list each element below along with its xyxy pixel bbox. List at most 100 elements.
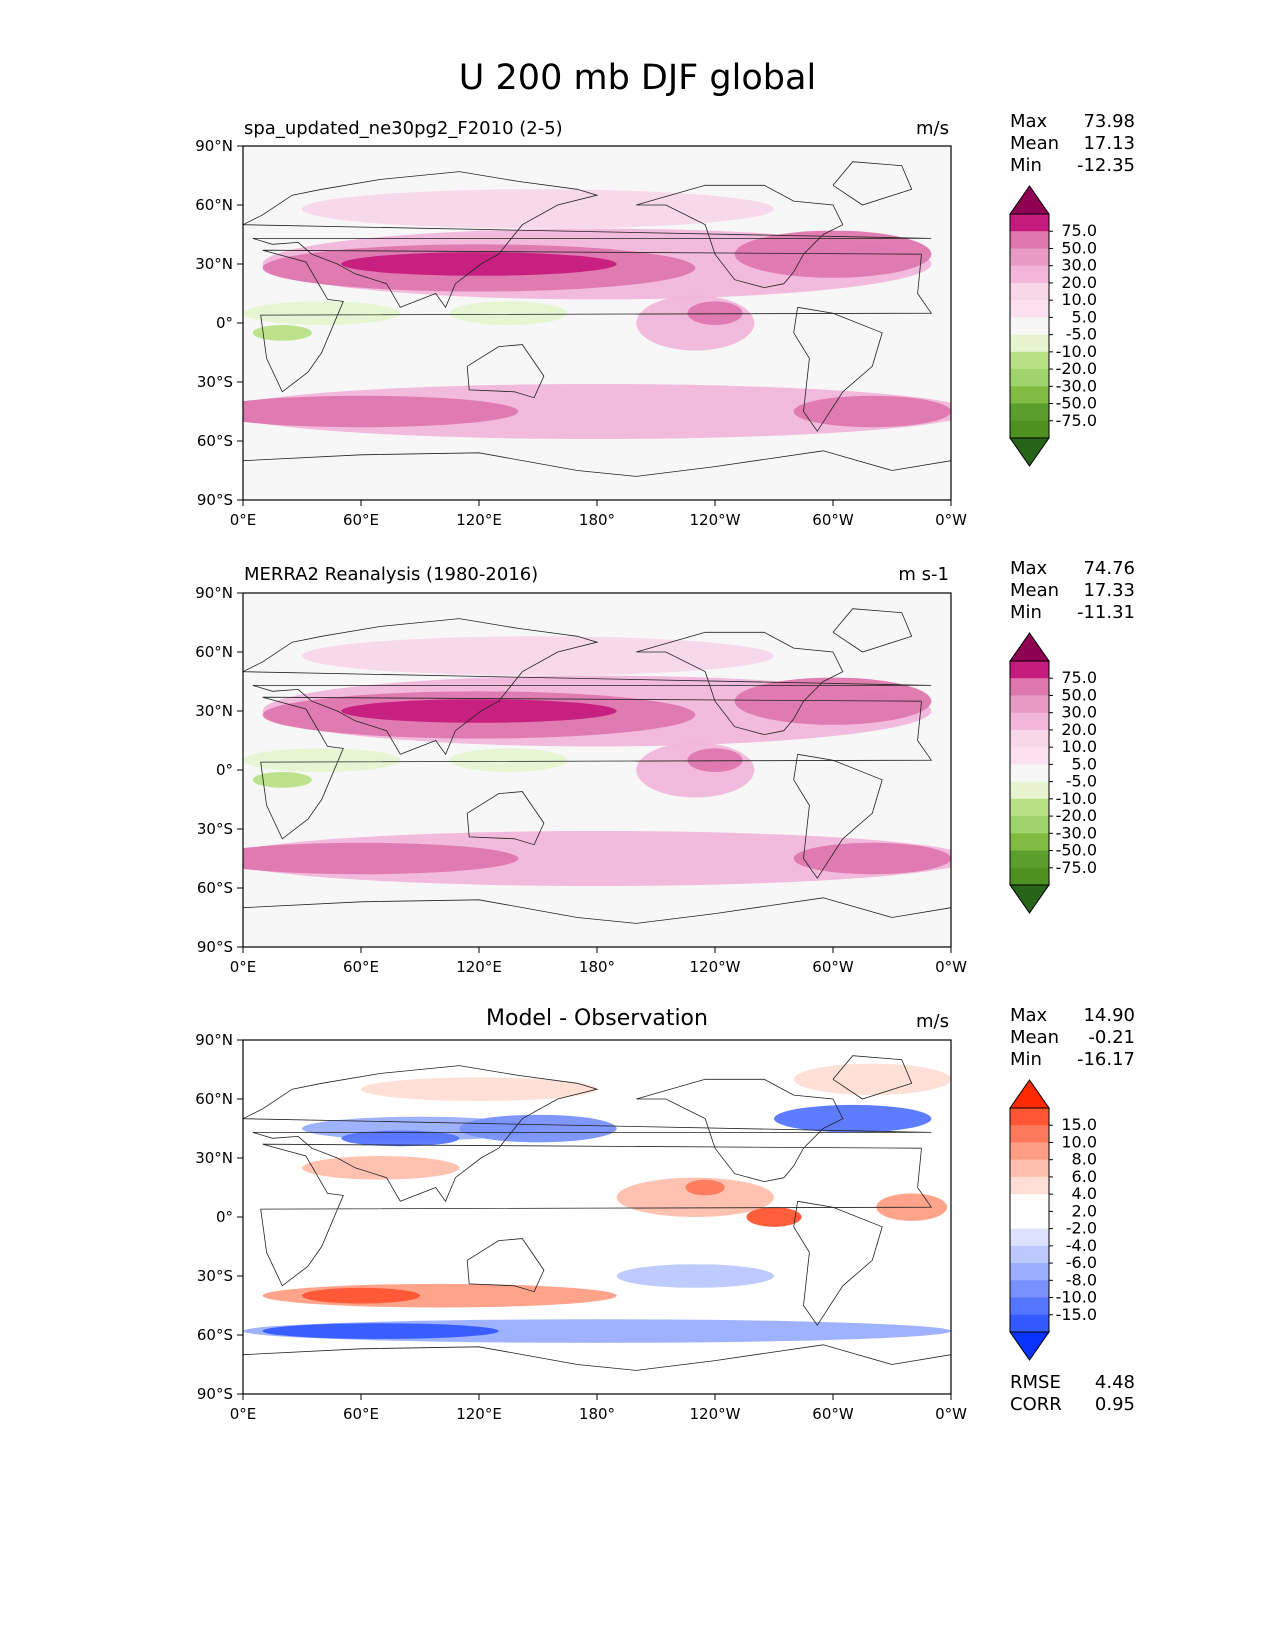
- x-tick-label: 120°W: [690, 1405, 741, 1423]
- colorbar-segment: [1010, 403, 1049, 422]
- colorbar-segment: [1010, 317, 1049, 336]
- colorbar-segment: [1010, 798, 1049, 817]
- panel-2-title: MERRA2 Reanalysis (1980-2016): [244, 564, 539, 585]
- field-contour: [252, 771, 312, 788]
- colorbar-frame: [1009, 1107, 1050, 1333]
- colorbar-segment: [1010, 1159, 1049, 1178]
- colorbar-segment: [1010, 369, 1049, 387]
- y-tick-label: 60°N: [195, 196, 233, 214]
- colorbar-level-label: -75.0: [1056, 858, 1097, 877]
- field-contour: [459, 1114, 617, 1143]
- y-tick-label: 90°N: [195, 137, 233, 155]
- colorbar-level-label: -10.0: [1056, 789, 1097, 808]
- colorbar-segment: [1010, 214, 1049, 232]
- colorbar-segment: [1010, 300, 1049, 318]
- field-contour: [252, 324, 312, 341]
- x-tick-label: 180°: [579, 511, 615, 529]
- y-tick-label: 60°S: [197, 1326, 233, 1344]
- field-contour: [302, 1156, 460, 1180]
- panel-3-rmse-corr: RMSE 4.48 CORR 0.95: [1010, 1372, 1135, 1416]
- y-tick-label: 60°N: [195, 643, 233, 661]
- field-contour: [341, 1130, 460, 1147]
- x-tick-label: 180°: [579, 1405, 615, 1423]
- y-tick-label: 90°S: [197, 491, 233, 509]
- y-tick-label: 30°S: [197, 820, 233, 838]
- colorbar-level-label: 20.0: [1061, 273, 1097, 292]
- colorbar-segment: [1010, 1228, 1049, 1247]
- y-tick-label: 90°S: [197, 938, 233, 956]
- colorbar-level-label: 2.0: [1072, 1201, 1097, 1220]
- colorbar-segment: [1010, 1263, 1049, 1281]
- colorbar-1: 75.050.030.020.010.05.0-5.0-10.0-20.0-30…: [1009, 185, 1097, 467]
- coastline: [636, 184, 844, 289]
- stat-value: 4.48: [1094, 1372, 1135, 1393]
- x-tick-label: 120°E: [456, 511, 502, 529]
- colorbar-level-label: 15.0: [1061, 1115, 1097, 1134]
- x-tick-label: 0°E: [230, 511, 257, 529]
- y-tick-label: 30°N: [195, 255, 233, 273]
- colorbar-level-label: 10.0: [1061, 290, 1097, 309]
- colorbar-segment: [1010, 420, 1049, 439]
- y-tick-label: 90°S: [197, 1385, 233, 1403]
- colorbar-segment: [1010, 1125, 1049, 1143]
- panel-3-stats: Max 14.90 Mean -0.21 Min -16.17: [1010, 1005, 1135, 1071]
- colorbar-segment: [1010, 833, 1049, 852]
- colorbar-level-label: -2.0: [1066, 1219, 1097, 1238]
- colorbar-frame: [1009, 213, 1050, 439]
- coastline: [466, 791, 545, 846]
- map-panel-2: 0°E 60°E 120°E 180° 120°W 60°W 0°W 90°N 60°N 30°N…: [195, 584, 967, 976]
- stat-value: -0.21: [1088, 1027, 1135, 1048]
- colorbar-segment: [1010, 695, 1049, 714]
- colorbar-level-label: 75.0: [1061, 668, 1097, 687]
- y-tick-label: 0°: [216, 1208, 233, 1226]
- y-tick-label: 60°S: [197, 432, 233, 450]
- field-contour: [746, 1207, 802, 1227]
- field-contour: [341, 252, 617, 276]
- colorbar-segment: [1010, 1297, 1049, 1316]
- field-contour: [243, 748, 401, 772]
- colorbar-extend-max: [1009, 632, 1050, 662]
- stat-label: RMSE: [1010, 1372, 1061, 1393]
- stat-label: Mean: [1010, 133, 1060, 154]
- y-tick-label: 30°S: [197, 1267, 233, 1285]
- coastline: [260, 1143, 933, 1287]
- field-contour: [687, 748, 743, 772]
- colorbar-level-label: -10.0: [1056, 1288, 1097, 1307]
- stat-label: Max: [1010, 1005, 1048, 1026]
- panel-1-units: m/s: [916, 118, 949, 139]
- field-contour: [449, 301, 568, 325]
- y-tick-label: 60°N: [195, 1090, 233, 1108]
- x-tick-label: 0°E: [230, 1405, 257, 1423]
- stat-label: Min: [1010, 602, 1042, 623]
- y-tick-label: 60°S: [197, 879, 233, 897]
- stat-value: 17.13: [1083, 133, 1135, 154]
- coastline: [636, 631, 844, 736]
- coastline: [793, 306, 883, 432]
- colorbar-level-label: 5.0: [1072, 307, 1097, 326]
- colorbar-segment: [1010, 747, 1049, 765]
- map-panel-3: 0°E 60°E 120°E 180° 120°W 60°W 0°W 90°N 60°N 30°N…: [195, 1031, 967, 1423]
- stat-value: 0.95: [1094, 1394, 1135, 1415]
- x-tick-label: 0°W: [935, 511, 967, 529]
- field-contour: [262, 1323, 499, 1339]
- colorbar-level-label: 30.0: [1061, 256, 1097, 275]
- colorbar-level-label: 75.0: [1061, 221, 1097, 240]
- colorbar-level-label: -50.0: [1056, 841, 1097, 860]
- colorbar-level-label: 30.0: [1061, 703, 1097, 722]
- colorbar-level-label: -6.0: [1066, 1253, 1097, 1272]
- colorbar-segment: [1010, 1108, 1049, 1126]
- x-tick-label: 60°E: [343, 958, 379, 976]
- panel-3-units: m/s: [916, 1011, 949, 1032]
- colorbar-segment: [1010, 265, 1049, 284]
- colorbar-level-label: -5.0: [1066, 325, 1097, 344]
- colorbar-segment: [1010, 1314, 1049, 1333]
- colorbar-level-label: -20.0: [1056, 359, 1097, 378]
- field-contour: [361, 1077, 597, 1101]
- stat-value: -11.31: [1076, 602, 1135, 623]
- colorbar-level-label: -5.0: [1066, 772, 1097, 791]
- panel-1-title: spa_updated_ne30pg2_F2010 (2-5): [244, 118, 563, 139]
- coastline: [260, 249, 933, 393]
- colorbar-segment: [1010, 282, 1049, 301]
- y-tick-label: 0°: [216, 314, 233, 332]
